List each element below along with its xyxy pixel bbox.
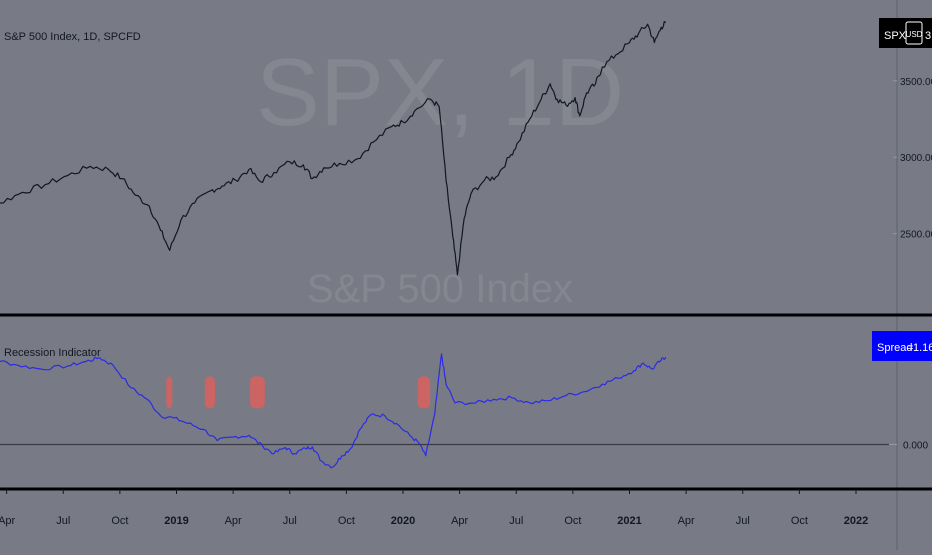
price-line [0, 21, 667, 276]
time-tick-label: Oct [791, 515, 808, 527]
recession-marker [417, 376, 431, 409]
spread-line [0, 353, 667, 469]
recession-marker [204, 376, 216, 409]
time-tick-label: 2022 [844, 515, 868, 527]
time-tick-label: Oct [338, 515, 355, 527]
price-tick-label: 3000.000 [900, 153, 932, 164]
chart-title: S&P 500 Index, 1D, SPCFD [4, 31, 141, 43]
watermark-name: S&P 500 Index [307, 267, 573, 311]
spread-badge-eq: = [907, 342, 913, 354]
spread-series [0, 353, 667, 469]
price-badge-currency: USD [906, 30, 923, 39]
recession-marker [166, 376, 173, 409]
time-tick-label: 2021 [617, 515, 641, 527]
spread-badge-background [872, 331, 932, 361]
price-badge[interactable]: SPX USD 3 [879, 18, 932, 48]
time-tick-label: 2020 [391, 515, 415, 527]
time-tick-label: 2019 [164, 515, 188, 527]
recession-marker [250, 376, 265, 409]
indicator-tick-label: 0.000 [903, 441, 928, 452]
time-tick-label: Jul [56, 515, 70, 527]
time-tick-label: Oct [111, 515, 128, 527]
recession-markers [166, 376, 431, 409]
spread-badge-name: Spread [877, 342, 912, 354]
price-tick-label: 3500.000 [900, 77, 932, 88]
spread-badge-value: 1.160 [913, 342, 932, 354]
price-badge-trailing: 3 [925, 30, 931, 42]
price-series [0, 21, 667, 276]
spread-badge: Spread = 1.160 [872, 331, 932, 361]
time-tick-label: Apr [225, 515, 242, 527]
time-tick-label: Jul [283, 515, 297, 527]
time-axis: Apr Jul Oct 2019 Apr Jul Oct 2020 Apr Jul Oct 2021 A… [0, 489, 868, 527]
watermark-symbol: SPX, 1D [256, 39, 624, 146]
time-tick-label: Oct [564, 515, 581, 527]
price-badge-symbol: SPX [884, 30, 907, 42]
time-tick-label: Apr [678, 515, 695, 527]
price-tick-label: 2500.000 [900, 230, 932, 241]
time-tick-label: Jul [736, 515, 750, 527]
time-tick-label: Jul [509, 515, 523, 527]
time-tick-label: Apr [451, 515, 468, 527]
indicator-axis-ticks: 0.000 [0, 441, 928, 452]
indicator-label: Recession Indicator [4, 347, 101, 359]
price-axis-ticks: 2500.000 3000.000 3500.000 [893, 77, 932, 241]
time-tick-label: Apr [0, 515, 16, 527]
price-badge-currency-box[interactable] [905, 21, 923, 45]
